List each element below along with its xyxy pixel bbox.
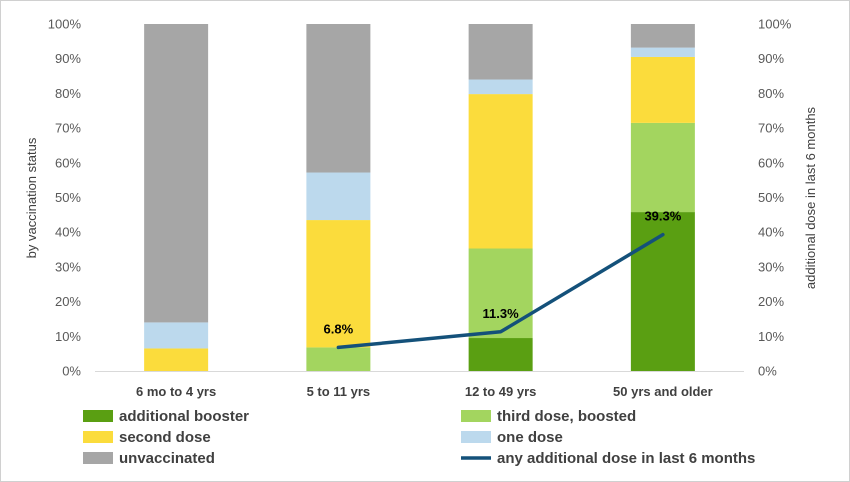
right-tick-label: 60% [758, 155, 784, 170]
right-axis-ticks: 0% 10% 20% 30% 40% 50% 60% 70% 80% 90% 100% [758, 17, 792, 379]
bar-second-dose [144, 348, 209, 371]
right-tick-label: 100% [758, 17, 792, 32]
legend-swatch-unvaccinated [83, 452, 113, 464]
left-tick-label: 20% [55, 294, 81, 309]
bar-second-dose [468, 94, 533, 249]
bar-second-dose [306, 220, 371, 348]
legend-label: unvaccinated [119, 450, 215, 467]
legend-label: second dose [119, 429, 211, 446]
bar-unvaccinated [144, 24, 209, 323]
left-tick-label: 80% [55, 86, 81, 101]
right-tick-label: 40% [758, 225, 784, 240]
left-tick-label: 60% [55, 155, 81, 170]
bar-additional-booster [468, 338, 533, 371]
line-data-labels: 6.8% 11.3% 39.3% [324, 209, 682, 337]
legend-label: one dose [497, 429, 563, 446]
bar-one-dose [468, 79, 533, 95]
legend: additional booster third dose, boosted sec… [83, 408, 755, 467]
left-tick-label: 40% [55, 225, 81, 240]
line-data-label: 6.8% [324, 321, 354, 336]
legend-label: any additional dose in last 6 months [497, 450, 755, 467]
left-tick-label: 90% [55, 51, 81, 66]
bar-third-dose-boosted [630, 122, 695, 213]
right-tick-label: 90% [758, 51, 784, 66]
category-label: 50 yrs and older [613, 384, 713, 399]
legend-swatch-additional-booster [83, 410, 113, 422]
bar-unvaccinated [306, 24, 371, 173]
bar-second-dose [630, 56, 695, 123]
legend-swatch-third-dose-boosted [461, 410, 491, 422]
line-any-additional-dose-in-last-6-months [336, 232, 665, 350]
category-labels: 6 mo to 4 yrs 5 to 11 yrs 12 to 49 yrs 50 y… [136, 384, 713, 399]
left-tick-label: 30% [55, 259, 81, 274]
left-tick-label: 70% [55, 121, 81, 136]
category-label: 5 to 11 yrs [307, 384, 371, 399]
right-tick-label: 50% [758, 190, 784, 205]
bar-one-dose [630, 47, 695, 57]
legend-swatch-one-dose [461, 431, 491, 443]
bar-one-dose [144, 322, 209, 349]
y-axis-label: by vaccination status [24, 137, 39, 258]
bars [144, 24, 695, 371]
right-tick-label: 0% [758, 364, 777, 379]
left-tick-label: 10% [55, 329, 81, 344]
y2-axis-label: additional dose in last 6 months [803, 106, 818, 289]
bar-unvaccinated [468, 24, 533, 80]
bar-one-dose [306, 172, 371, 221]
line-data-label: 11.3% [483, 306, 520, 321]
legend-label: third dose, boosted [497, 408, 636, 425]
legend-label: additional booster [119, 408, 249, 425]
left-tick-label: 0% [62, 364, 81, 379]
additional-dose-line [336, 232, 665, 350]
legend-swatch-second-dose [83, 431, 113, 443]
left-tick-label: 50% [55, 190, 81, 205]
right-tick-label: 80% [758, 86, 784, 101]
line-data-label: 39.3% [644, 209, 681, 224]
right-tick-label: 10% [758, 329, 784, 344]
bar-unvaccinated [630, 24, 695, 48]
left-tick-label: 100% [48, 17, 82, 32]
bar-third-dose-boosted [468, 248, 533, 339]
category-label: 12 to 49 yrs [465, 384, 537, 399]
bar-additional-booster [630, 212, 695, 371]
bar-third-dose-boosted [306, 347, 371, 371]
left-axis-ticks: 0% 10% 20% 30% 40% 50% 60% 70% 80% 90% 100% [48, 17, 82, 379]
right-tick-label: 20% [758, 294, 784, 309]
right-tick-label: 70% [758, 121, 784, 136]
category-label: 6 mo to 4 yrs [136, 384, 216, 399]
right-tick-label: 30% [758, 259, 784, 274]
